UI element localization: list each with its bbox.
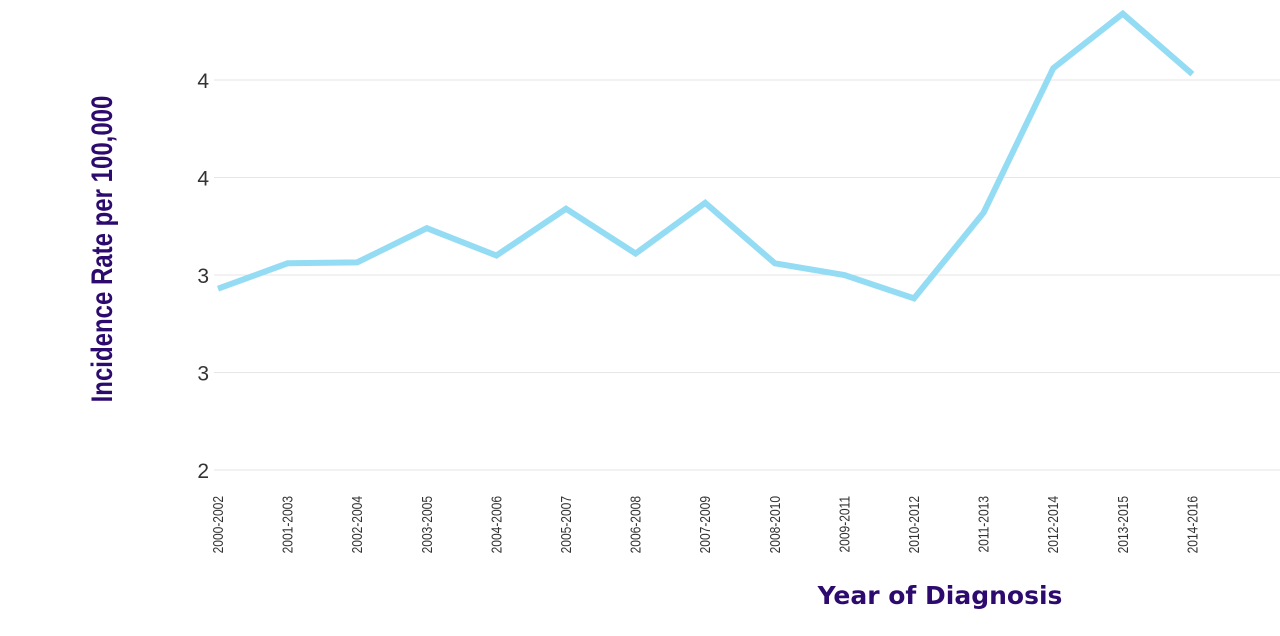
x-tick-label: 2014-2016 <box>1184 496 1201 553</box>
x-axis-ticks: 2000-2002 2001-2003 2002-2004 2003-2005 2004… <box>210 496 1201 554</box>
x-tick-label: 2013-2015 <box>1115 496 1132 553</box>
x-tick-label: 2000-2002 <box>210 496 227 553</box>
data-point <box>285 260 291 266</box>
data-point <box>1120 11 1126 17</box>
series-line <box>216 9 1195 302</box>
y-tick-label: 4 <box>197 168 209 191</box>
x-tick-label: 2011-2013 <box>975 496 992 552</box>
x-axis-title: Year of Diagnosis <box>817 581 1063 610</box>
data-point <box>702 200 708 206</box>
data-point <box>424 225 430 231</box>
x-tick-label: 2012-2014 <box>1045 496 1062 554</box>
y-axis-title: Incidence Rate per 100,000 <box>84 96 118 403</box>
x-tick-label: 2008-2010 <box>767 496 784 554</box>
x-tick-label: 2009-2011 <box>836 496 853 552</box>
x-tick-label: 2006-2008 <box>627 496 644 553</box>
x-tick-label: 2001-2003 <box>279 496 296 553</box>
data-point <box>981 210 987 216</box>
x-tick-label: 2005-2007 <box>558 496 575 553</box>
data-point <box>841 272 847 278</box>
x-tick-label: 2010-2012 <box>906 496 923 553</box>
data-point <box>1189 71 1195 77</box>
data-point <box>772 260 778 266</box>
x-tick-label: 2003-2005 <box>419 496 436 553</box>
data-point <box>633 251 639 257</box>
grid-lines <box>214 79 1280 471</box>
y-axis-ticks: 2 3 3 4 4 <box>197 70 209 483</box>
data-point <box>354 259 360 265</box>
data-point <box>1050 65 1056 71</box>
data-point <box>911 295 917 301</box>
y-tick-label: 3 <box>197 363 209 386</box>
data-point <box>563 206 569 212</box>
y-tick-label: 2 <box>197 460 209 483</box>
series-layer <box>215 9 1195 302</box>
data-point <box>215 286 221 292</box>
x-tick-label: 2007-2009 <box>697 496 714 553</box>
y-tick-label: 4 <box>197 70 209 93</box>
y-tick-label: 3 <box>197 265 209 288</box>
x-tick-label: 2004-2006 <box>488 496 505 553</box>
data-point <box>493 253 499 259</box>
x-tick-label: 2002-2004 <box>349 496 366 554</box>
